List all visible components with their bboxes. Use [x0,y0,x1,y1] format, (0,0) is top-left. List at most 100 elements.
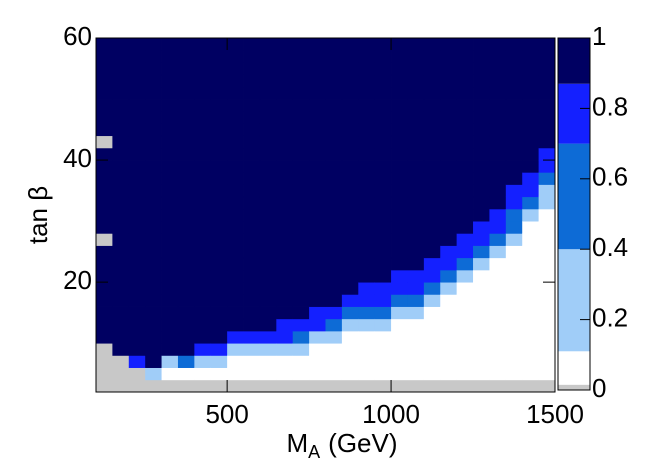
heatmap-cell [423,233,441,246]
heatmap-cell [309,50,326,63]
heatmap-cell [325,99,343,112]
heatmap-cell [145,62,162,76]
heatmap-cell [489,172,507,185]
heatmap-cell [210,355,228,368]
heatmap-cell [538,330,556,344]
heatmap-cell [276,355,294,368]
heatmap-cell [341,245,359,259]
heatmap-cell [374,245,392,259]
heatmap-cell [112,221,130,234]
heatmap-cell [128,294,146,307]
heatmap-cell [177,318,195,332]
heatmap-cell [259,160,277,173]
heatmap-cell [145,172,162,185]
heatmap-cell [473,330,490,344]
heatmap-cell [161,135,179,149]
heatmap-cell [145,245,162,259]
heatmap-cell [489,74,507,88]
heatmap-cell [358,123,376,137]
heatmap-cell [505,367,523,381]
heatmap-cell [177,294,195,307]
heatmap-cell [423,208,441,222]
heatmap-cell [341,306,359,320]
heatmap-cell [243,282,261,295]
heatmap-cell [407,282,425,295]
heatmap-cell [177,62,195,76]
heatmap-cell [473,233,490,246]
heatmap-cell [538,282,556,295]
heatmap-cell [161,50,179,63]
heatmap-cell [538,221,556,234]
heatmap-cell [309,196,326,210]
heatmap-cell [522,99,540,112]
heatmap-cell [374,269,392,283]
heatmap-cell [194,62,212,76]
heatmap-cell [259,184,277,198]
heatmap-cell [456,123,474,137]
heatmap-cell [358,111,376,124]
heatmap-cell [161,123,179,137]
heatmap-cell [128,221,146,234]
heatmap-cell [96,99,113,112]
heatmap-cell [341,343,359,356]
heatmap-cell [423,343,441,356]
heatmap-cell [358,282,376,295]
heatmap-cell [505,294,523,307]
heatmap-cell [194,74,212,88]
heatmap-cell [358,99,376,112]
heatmap-cell [210,99,228,112]
heatmap-cell [210,123,228,137]
heatmap-cell [325,269,343,283]
heatmap-cell [161,196,179,210]
heatmap-cell [407,367,425,381]
heatmap-cell [112,184,130,198]
heatmap-cell [177,160,195,173]
heatmap-cell [341,147,359,161]
colorbar-band [558,384,590,390]
heatmap-cell [440,50,458,63]
heatmap-cell [243,245,261,259]
heatmap-cell [227,62,244,76]
heatmap-cell [292,355,310,368]
heatmap-cell [358,38,376,51]
heatmap-cell [538,99,556,112]
heatmap-cell [259,245,277,259]
heatmap-cell [161,379,179,393]
heatmap-cell [309,257,326,271]
heatmap-cell [96,257,113,271]
heatmap-cell [473,306,490,320]
heatmap-cell [177,330,195,344]
heatmap-cell [145,196,162,210]
heatmap-cell [177,184,195,198]
heatmap-cell [456,86,474,100]
heatmap-cell [210,50,228,63]
heatmap-cell [276,147,294,161]
heatmap-cell [276,74,294,88]
heatmap-cell [374,355,392,368]
heatmap-cell [227,172,244,185]
heatmap-cell [227,208,244,222]
heatmap-cell [227,123,244,137]
heatmap-cell [227,135,244,149]
heatmap-cell [505,318,523,332]
heatmap-cell [489,208,507,222]
heatmap-cell [423,269,441,283]
heatmap-cell [423,123,441,137]
heatmap-cell [128,355,146,368]
heatmap-cell [407,379,425,393]
heatmap-cell [112,318,130,332]
heatmap-cell [505,208,523,222]
heatmap-cell [276,208,294,222]
heatmap-cell [276,135,294,149]
heatmap-cell [505,184,523,198]
heatmap-cell [96,86,113,100]
heatmap-cell [341,282,359,295]
heatmap-cell [259,379,277,393]
heatmap-cell [440,123,458,137]
heatmap-cell [276,196,294,210]
heatmap-cell [407,208,425,222]
heatmap-cell [259,330,277,344]
heatmap-cell [292,160,310,173]
heatmap-cell [325,282,343,295]
heatmap-cell [374,135,392,149]
